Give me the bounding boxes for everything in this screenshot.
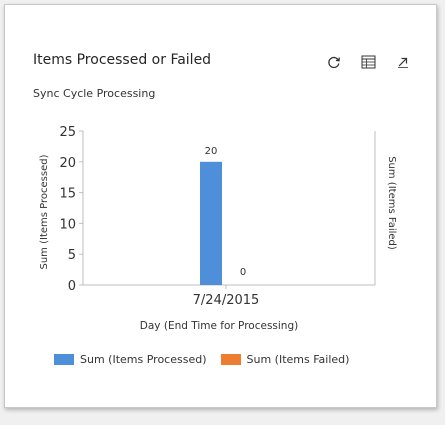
chart-card: Items Processed or Failed Sync Cycle Pro… — [4, 4, 437, 408]
bar-processed — [200, 161, 222, 285]
legend-item-failed[interactable]: Sum (Items Failed) — [220, 353, 350, 366]
chart-subtitle: Sync Cycle Processing — [33, 87, 156, 100]
table-view-button[interactable] — [359, 53, 377, 71]
legend-label-failed: Sum (Items Failed) — [246, 353, 350, 366]
table-view-icon — [361, 55, 375, 69]
data-label-processed: 20 — [205, 146, 218, 157]
refresh-button[interactable] — [325, 53, 343, 71]
x-axis-title: Day (End Time for Processing) — [140, 320, 298, 332]
y-tick-label: 15 — [59, 187, 76, 202]
legend-label-processed: Sum (Items Processed) — [80, 353, 207, 366]
bar-chart: 0 5 10 15 20 25 7/24/2015 20 0 Day (End Time for … — [39, 125, 397, 332]
y-axis-title: Sum (Items Processed) — [39, 154, 50, 269]
legend-swatch-processed — [54, 354, 74, 365]
y-tick-label: 0 — [68, 279, 76, 294]
y-tick-label: 25 — [59, 125, 76, 140]
refresh-icon — [328, 56, 340, 69]
x-tick-label: 7/24/2015 — [193, 293, 260, 308]
y-tick-label: 10 — [59, 217, 76, 232]
data-label-failed: 0 — [240, 267, 246, 278]
legend-item-processed[interactable]: Sum (Items Processed) — [54, 353, 207, 366]
y-tick-label: 5 — [68, 248, 76, 263]
y-tick-label: 20 — [59, 156, 76, 171]
chart-legend: Sum (Items Processed) Sum (Items Failed) — [54, 353, 363, 366]
legend-swatch-failed — [220, 354, 241, 365]
chart-title: Items Processed or Failed — [33, 52, 212, 68]
y2-axis-title: Sum (Items Failed) — [386, 156, 397, 250]
expand-icon — [398, 57, 408, 68]
expand-button[interactable] — [394, 53, 412, 71]
